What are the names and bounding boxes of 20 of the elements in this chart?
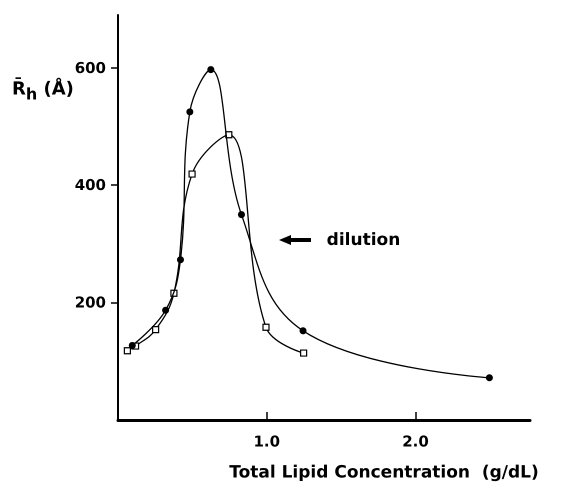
point	[486, 374, 493, 382]
point	[128, 342, 136, 349]
x-axis-title: Total Lipid Concentration (g/dL)	[229, 462, 539, 482]
point	[124, 347, 131, 354]
annotation: dilution	[326, 230, 400, 250]
y-tick-label: 400	[74, 176, 106, 194]
point	[152, 326, 160, 334]
y-tick-label: 200	[74, 294, 106, 312]
point	[238, 211, 245, 218]
point	[300, 349, 308, 357]
point	[207, 66, 214, 74]
point	[188, 170, 196, 178]
point	[186, 108, 194, 116]
point	[262, 324, 270, 331]
point	[162, 306, 170, 314]
point	[300, 327, 307, 334]
x-tick-label: 2.0	[402, 432, 429, 450]
point	[176, 256, 184, 264]
x-tick-label: 1.0	[253, 432, 280, 450]
y-tick-label: 600	[74, 58, 106, 77]
